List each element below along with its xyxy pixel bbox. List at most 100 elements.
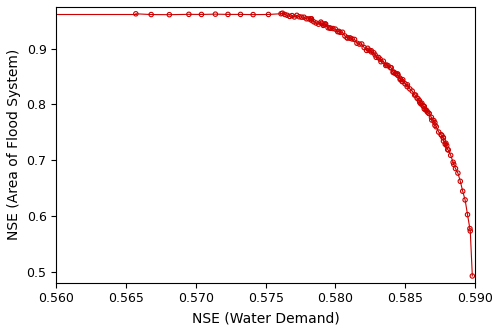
Point	[458, 189, 466, 194]
Point	[444, 147, 452, 152]
Point	[392, 71, 400, 76]
Point	[468, 273, 476, 279]
Point	[434, 129, 442, 135]
Point	[398, 79, 406, 84]
Point	[441, 142, 449, 147]
Point	[419, 103, 427, 108]
Point	[401, 81, 409, 86]
Point	[380, 58, 388, 64]
Point	[410, 92, 418, 98]
Point	[466, 228, 474, 234]
Point	[438, 133, 446, 138]
Point	[350, 37, 358, 42]
Point	[305, 16, 313, 22]
Point	[412, 92, 420, 98]
Point	[430, 118, 438, 123]
Point	[404, 82, 411, 87]
Point	[432, 124, 440, 129]
Point	[466, 226, 474, 231]
Point	[317, 20, 325, 25]
Point	[132, 11, 140, 17]
Point	[326, 25, 334, 31]
Point	[312, 20, 320, 26]
Point	[300, 15, 308, 20]
Point	[290, 14, 298, 20]
Point	[420, 106, 428, 112]
Point	[425, 111, 433, 116]
Point	[321, 21, 329, 27]
Point	[185, 12, 193, 17]
Point	[414, 96, 422, 102]
Point	[394, 73, 402, 78]
Point	[286, 14, 294, 19]
Point	[444, 147, 452, 153]
Point	[424, 110, 432, 115]
Point	[449, 160, 457, 165]
Point	[387, 65, 395, 70]
Point	[396, 77, 404, 82]
Point	[431, 123, 439, 128]
Point	[440, 138, 448, 144]
Point	[461, 197, 469, 203]
Point	[147, 12, 155, 17]
Point	[442, 141, 450, 146]
Point	[396, 76, 404, 81]
Point	[320, 22, 328, 28]
Point	[420, 104, 428, 109]
Point	[288, 13, 296, 18]
Point	[416, 98, 424, 103]
Point	[382, 62, 390, 68]
Point	[428, 118, 436, 123]
Point	[320, 23, 328, 28]
Point	[281, 12, 289, 17]
X-axis label: NSE (Water Demand): NSE (Water Demand)	[192, 311, 340, 325]
Point	[293, 13, 301, 18]
Point	[368, 49, 376, 55]
Point	[372, 55, 380, 60]
Point	[446, 153, 454, 158]
Point	[374, 55, 382, 60]
Point	[302, 16, 310, 22]
Point	[394, 72, 402, 78]
Point	[278, 11, 286, 16]
Point	[298, 15, 306, 20]
Point	[452, 166, 460, 171]
Point	[439, 135, 447, 140]
Point	[308, 18, 316, 23]
Point	[371, 52, 379, 58]
Point	[318, 21, 326, 26]
Point	[348, 36, 356, 42]
Point	[353, 41, 361, 46]
Point	[392, 71, 400, 76]
Point	[236, 12, 244, 17]
Point	[198, 12, 205, 17]
Point	[356, 42, 364, 47]
Point	[456, 179, 464, 184]
Point	[454, 170, 462, 176]
Point	[417, 101, 425, 107]
Point	[326, 26, 334, 31]
Point	[296, 14, 304, 19]
Point	[324, 25, 332, 31]
Point	[406, 86, 414, 92]
Point	[384, 63, 392, 68]
Point	[335, 29, 343, 34]
Point	[358, 41, 366, 46]
Point	[422, 107, 430, 112]
Point	[403, 84, 411, 89]
Point	[308, 16, 316, 22]
Point	[399, 77, 407, 82]
Point	[464, 212, 471, 217]
Point	[307, 16, 315, 22]
Point	[166, 12, 173, 17]
Point	[420, 104, 428, 109]
Point	[386, 65, 394, 70]
Point	[277, 11, 285, 16]
Point	[390, 70, 398, 75]
Point	[346, 36, 354, 41]
Point	[413, 96, 421, 101]
Point	[360, 45, 368, 50]
Point	[341, 33, 349, 39]
Point	[346, 36, 354, 41]
Point	[224, 12, 232, 17]
